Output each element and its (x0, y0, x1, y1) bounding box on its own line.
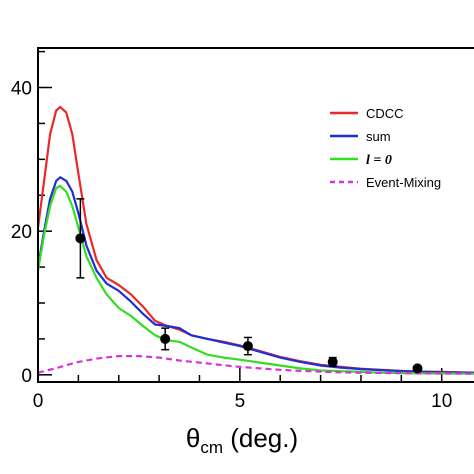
data-point (160, 333, 171, 344)
x-axis-title-rest: (deg.) (223, 423, 298, 453)
data-point (242, 341, 253, 352)
y-tick-label: 0 (21, 366, 32, 387)
series-line-1 (38, 176, 474, 374)
x-tick-label: 10 (431, 391, 452, 412)
x-axis-title-main: θ (186, 423, 200, 453)
legend-label: Event-Mixing (366, 175, 441, 190)
legend-label: l = 0 (366, 153, 392, 168)
data-point (75, 233, 86, 244)
x-tick-label: 0 (33, 391, 44, 412)
y-tick-label: 40 (11, 79, 32, 100)
x-axis-title: θcm (deg.) (186, 423, 298, 457)
axis-ticks (37, 50, 443, 382)
x-tick-label: 5 (235, 391, 246, 412)
data-point (412, 363, 423, 374)
data-point (327, 356, 338, 367)
legend-label: sum (366, 129, 391, 144)
tick-labels: 0 5 10 0 20 40 (11, 79, 452, 412)
legend-label: CDCC (366, 106, 404, 121)
legend: CDCC sum l = 0 Event-Mixing (330, 106, 441, 190)
series-line-3 (38, 355, 474, 375)
curves (38, 105, 474, 375)
data-points (75, 198, 423, 374)
y-tick-label: 20 (11, 222, 32, 243)
x-axis-title-subscript: cm (200, 438, 223, 457)
series-line-0 (38, 105, 474, 374)
plot-frame (37, 47, 474, 383)
